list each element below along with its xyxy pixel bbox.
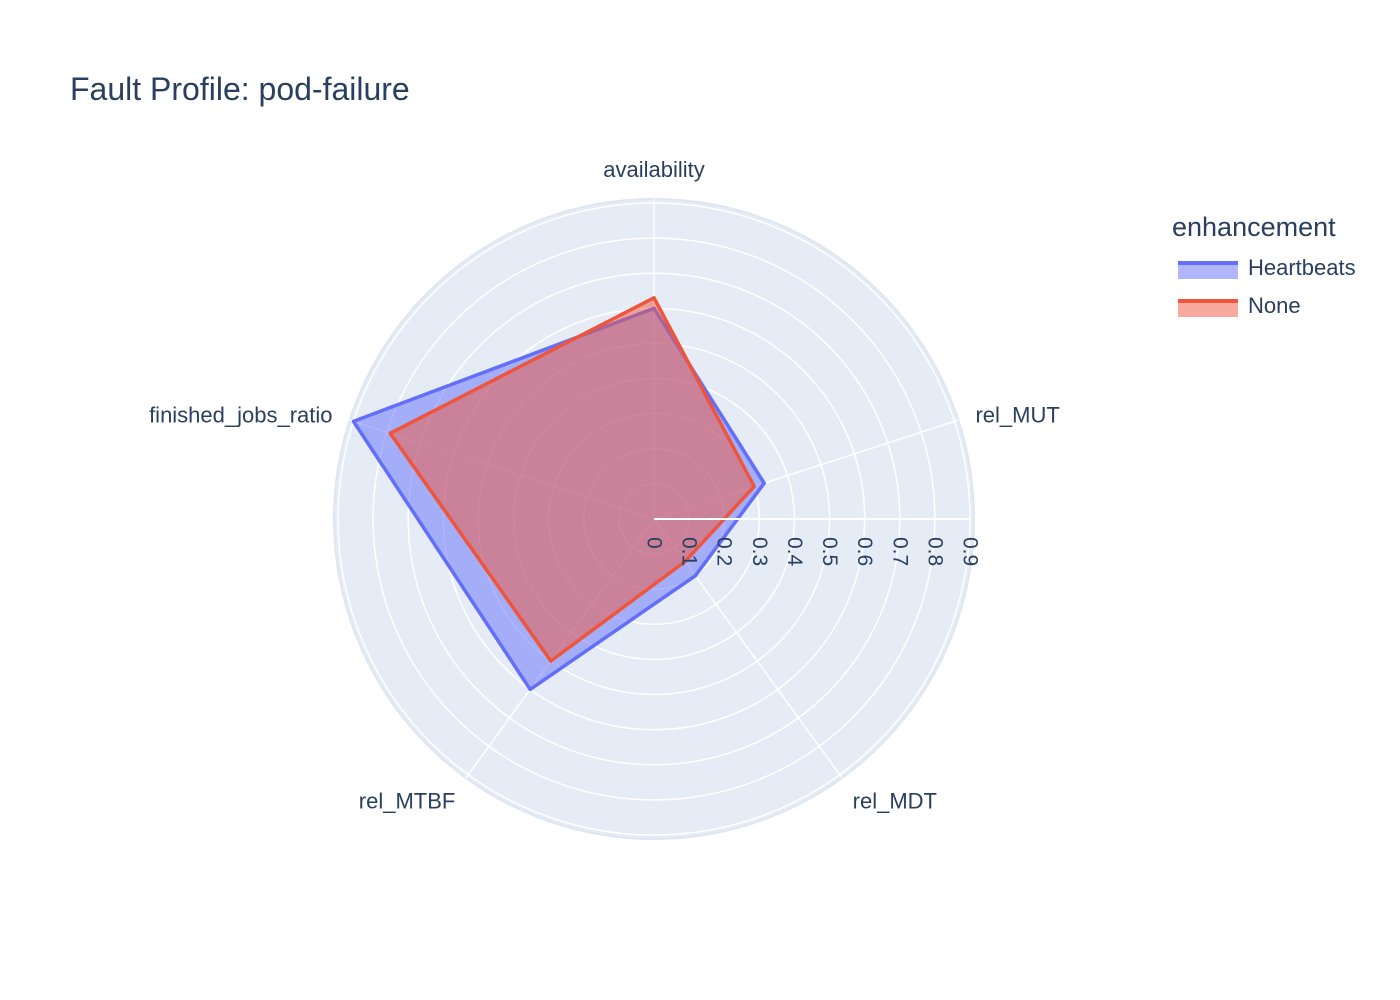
radial-tick-label: 0.4 <box>783 537 806 567</box>
angular-axis-labels: availability rel_MUT rel_MDT rel_MTBF finish… <box>149 157 1060 813</box>
radial-tick-label: 0.7 <box>888 537 911 566</box>
legend-title: enhancement <box>1172 212 1336 242</box>
series-layer <box>351 296 766 692</box>
angular-label-rel-mtbf: rel_MTBF <box>359 788 456 813</box>
legend-item-none[interactable]: None <box>1178 293 1301 318</box>
radial-tick-label: 0.8 <box>923 537 946 566</box>
angular-label-rel-mut: rel_MUT <box>975 403 1059 428</box>
angular-label-availability: availability <box>603 157 705 182</box>
legend-label: Heartbeats <box>1248 255 1356 280</box>
legend-swatch <box>1178 301 1238 317</box>
chart-title: Fault Profile: pod-failure <box>70 71 410 107</box>
radial-tick-label: 0.1 <box>678 537 701 566</box>
radial-tick-label: 0 <box>643 537 666 549</box>
radial-tick-label: 0.2 <box>713 537 736 566</box>
angular-label-finished-jobs-ratio: finished_jobs_ratio <box>149 403 332 428</box>
legend-label: None <box>1248 293 1301 318</box>
radial-tick-label: 0.3 <box>748 537 771 566</box>
radial-axis: 0 0.1 0.2 0.3 0.4 0.5 0.6 0.7 0.8 0.9 <box>643 518 982 567</box>
legend-swatch <box>1178 263 1238 279</box>
series-polygon-none <box>388 296 756 663</box>
legend: enhancement Heartbeats None <box>1172 212 1356 318</box>
angular-label-rel-mdt: rel_MDT <box>853 788 937 813</box>
radial-tick-label: 0.5 <box>818 537 841 566</box>
radial-tick-label: 0.9 <box>959 537 982 566</box>
legend-item-heartbeats[interactable]: Heartbeats <box>1178 255 1356 280</box>
radial-tick-label: 0.6 <box>853 537 876 566</box>
